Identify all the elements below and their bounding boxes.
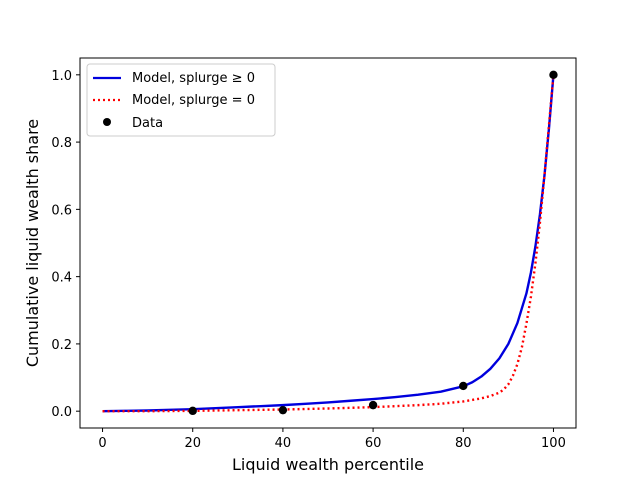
y-tick-label: 0.2	[51, 338, 72, 353]
legend: Model, splurge ≥ 0 Model, splurge = 0 Da…	[86, 63, 276, 137]
legend-label-splurge-zero: Model, splurge = 0	[132, 93, 255, 108]
x-tick-label: 80	[455, 436, 472, 451]
x-tick-label: 20	[184, 436, 201, 451]
y-tick-label: 0.0	[51, 405, 72, 420]
legend-label-splurge-positive: Model, splurge ≥ 0	[132, 71, 255, 86]
plot-frame	[79, 57, 577, 429]
legend-label-data: Data	[132, 116, 163, 131]
data-point	[549, 70, 558, 80]
legend-box	[86, 63, 276, 137]
data-markers	[188, 70, 558, 416]
y-axis-label: Cumulative liquid wealth share	[23, 119, 42, 367]
x-tick-label: 0	[98, 436, 106, 451]
y-tick-label: 0.8	[51, 136, 72, 151]
legend-marker-data	[103, 118, 111, 126]
x-tick-label: 40	[275, 436, 292, 451]
data-point	[459, 381, 468, 391]
data-point	[278, 405, 288, 415]
series-line-splurge-positive	[102, 74, 555, 413]
y-tick-label: 0.4	[51, 271, 72, 286]
data-point	[368, 400, 378, 410]
x-axis-label: Liquid wealth percentile	[232, 455, 424, 474]
y-tick-label: 1.0	[51, 69, 72, 84]
data-point	[188, 406, 197, 416]
x-tick-label: 60	[365, 436, 382, 451]
y-tick-label: 0.6	[51, 203, 72, 218]
y-axis-ticks: 0.0 0.2 0.4 0.6 0.8 1.0	[51, 69, 80, 420]
x-tick-label: 100	[541, 436, 566, 451]
x-axis-ticks: 0 20 40 60 80 100	[98, 428, 566, 451]
